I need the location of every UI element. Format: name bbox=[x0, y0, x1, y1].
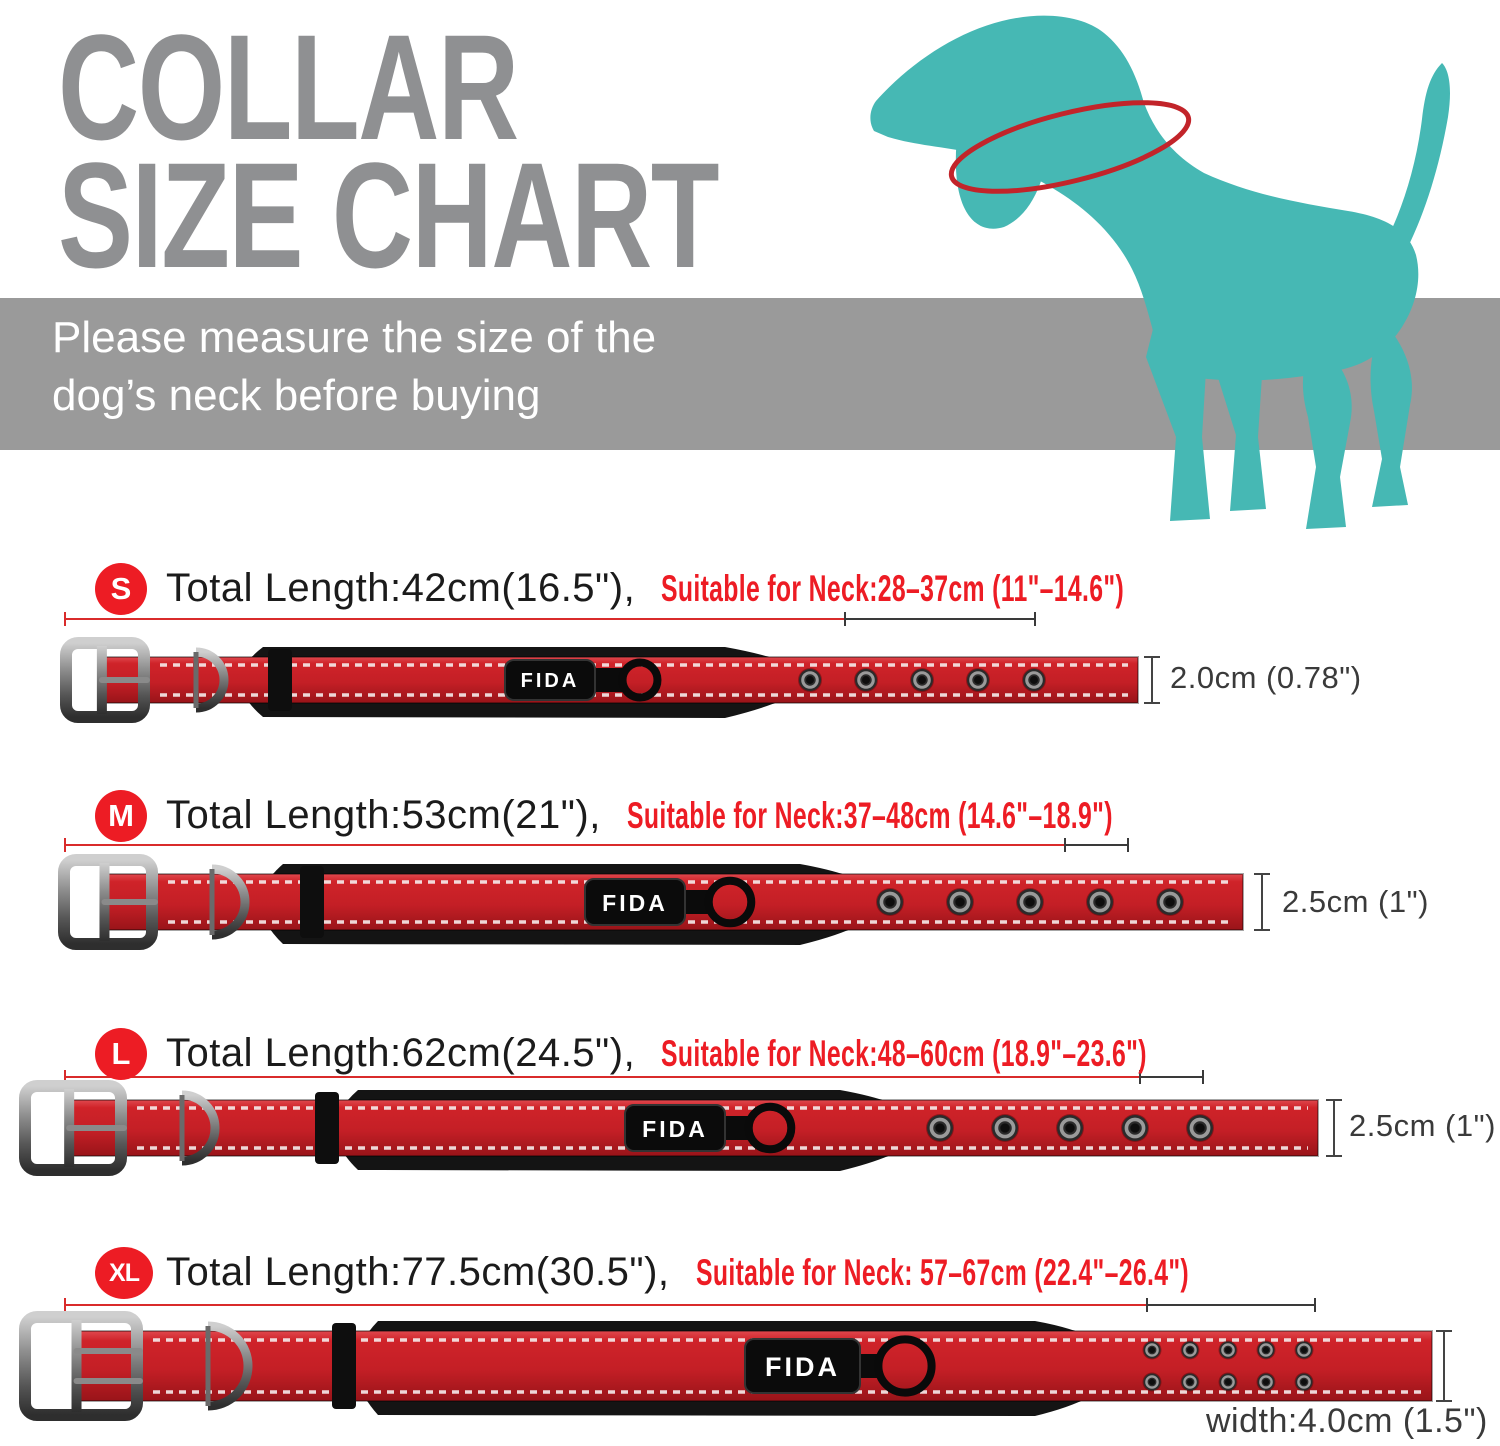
buckle-l bbox=[19, 1080, 127, 1176]
dog-front-leg-near bbox=[1146, 325, 1210, 521]
metal-d-ring-m bbox=[211, 864, 250, 940]
width-measure-s bbox=[1144, 656, 1160, 704]
buckle-m bbox=[58, 854, 158, 950]
dog-silhouette bbox=[870, 15, 1450, 529]
page-title: COLLAR SIZE CHART bbox=[58, 3, 720, 299]
size-badge-s: S bbox=[95, 563, 147, 615]
total-length-label-xl: Total Length:77.5cm(30.5"), bbox=[166, 1250, 670, 1294]
width-label-xl: width:4.0cm (1.5") bbox=[1206, 1402, 1488, 1440]
total-length-label-m: Total Length:53cm(21"), bbox=[166, 793, 601, 837]
size-badge-m: M bbox=[95, 790, 147, 842]
brand-tag-text-s: FIDA bbox=[521, 670, 580, 692]
metal-d-ring-xl bbox=[207, 1321, 253, 1411]
neck-range-label-xl: Suitable for Neck: 57–67cm (22.4"–26.4") bbox=[695, 1252, 1189, 1293]
brand-tag-xl: FIDA bbox=[744, 1335, 936, 1397]
brand-tag-text-l: FIDA bbox=[642, 1116, 708, 1142]
banner-note-line2: dog’s neck before buying bbox=[52, 371, 541, 420]
size-spec-xl: Total Length:77.5cm(30.5"), Suitable for … bbox=[166, 1250, 1431, 1295]
collar-graphic-l: FIDA bbox=[19, 1080, 1320, 1176]
dog-hind-leg-near bbox=[1302, 349, 1352, 529]
neck-collar-ring bbox=[948, 100, 1192, 194]
dog-tail bbox=[1384, 63, 1450, 269]
page-title-line2: SIZE CHART bbox=[58, 130, 720, 299]
brand-tag-l: FIDA bbox=[624, 1102, 796, 1154]
width-measure-l bbox=[1326, 1099, 1342, 1157]
dog-hind-leg-far bbox=[1370, 327, 1412, 507]
buckle-s bbox=[60, 637, 150, 723]
dog-front-leg-far bbox=[1214, 339, 1266, 511]
brand-tag-m: FIDA bbox=[584, 876, 756, 928]
size-badge-l: L bbox=[95, 1028, 147, 1080]
tag-d-ring-m bbox=[704, 876, 756, 928]
size-spec-m: Total Length:53cm(21"), Suitable for Neck… bbox=[166, 793, 1352, 838]
width-measure-m bbox=[1254, 873, 1270, 931]
tag-d-ring-s bbox=[618, 658, 662, 702]
tag-d-ring-l bbox=[744, 1102, 796, 1154]
total-length-label-l: Total Length:62cm(24.5"), bbox=[166, 1031, 636, 1075]
dog-ear bbox=[955, 47, 1051, 229]
tag-d-ring-xl bbox=[874, 1335, 936, 1397]
buckle-xl bbox=[19, 1311, 143, 1421]
width-measure-xl bbox=[1436, 1330, 1452, 1402]
size-badge-xl: XL bbox=[95, 1247, 153, 1299]
length-measure-line-m bbox=[64, 838, 1129, 852]
brand-tag-text-xl: FIDA bbox=[765, 1352, 840, 1382]
total-length-label-s: Total Length:42cm(16.5"), bbox=[166, 566, 636, 610]
neck-range-label-m: Suitable for Neck:37–48cm (14.6"–18.9") bbox=[626, 795, 1113, 836]
banner-note-line1: Please measure the size of the bbox=[52, 313, 657, 362]
length-measure-line-l bbox=[64, 1070, 1204, 1084]
collar-graphic-s: FIDA bbox=[60, 637, 1140, 723]
page-title-line1: COLLAR bbox=[58, 3, 519, 171]
metal-d-ring-l bbox=[181, 1090, 220, 1166]
length-measure-line-s bbox=[64, 612, 1036, 626]
brand-tag-s: FIDA bbox=[504, 658, 662, 702]
collar-graphic-xl: FIDA bbox=[19, 1311, 1433, 1421]
metal-d-ring-s bbox=[195, 647, 229, 713]
collar-graphic-m: FIDA bbox=[58, 854, 1245, 950]
size-spec-s: Total Length:42cm(16.5"), Suitable for Ne… bbox=[166, 566, 1352, 611]
brand-tag-text-m: FIDA bbox=[602, 890, 668, 916]
length-measure-line-xl bbox=[64, 1298, 1316, 1312]
width-label-l: 2.5cm (1") bbox=[1349, 1108, 1496, 1143]
width-label-s: 2.0cm (0.78") bbox=[1170, 660, 1362, 695]
neck-range-label-s: Suitable for Neck:28–37cm (11"–14.6") bbox=[661, 568, 1125, 609]
size-spec-l: Total Length:62cm(24.5"), Suitable for Ne… bbox=[166, 1031, 1386, 1076]
width-label-m: 2.5cm (1") bbox=[1282, 884, 1429, 919]
neck-range-label-l: Suitable for Neck:48–60cm (18.9"–23.6") bbox=[661, 1033, 1147, 1074]
